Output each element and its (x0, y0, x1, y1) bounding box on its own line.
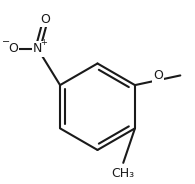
Text: +: + (40, 38, 47, 47)
Text: N: N (33, 42, 42, 55)
Text: O: O (41, 13, 51, 26)
Text: O: O (8, 42, 18, 55)
Text: CH₃: CH₃ (112, 167, 135, 180)
Text: −: − (2, 37, 10, 47)
Text: O: O (153, 69, 163, 82)
